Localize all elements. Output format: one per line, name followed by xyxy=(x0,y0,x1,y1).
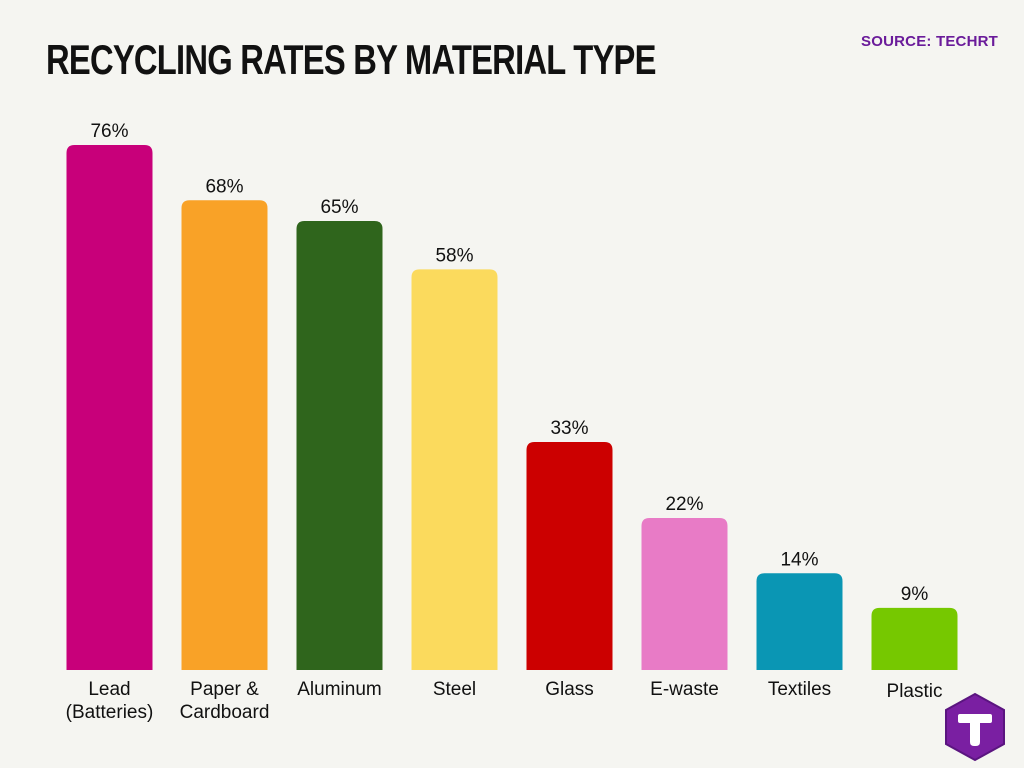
techrt-logo-icon xyxy=(945,692,1005,762)
data-label: 76% xyxy=(90,121,128,142)
bar xyxy=(526,442,613,670)
category-label: Cardboard xyxy=(180,702,270,723)
data-label: 33% xyxy=(550,418,588,439)
category-label: Steel xyxy=(433,679,476,700)
category-label: (Batteries) xyxy=(66,702,154,723)
category-label: Plastic xyxy=(887,681,943,702)
bar xyxy=(756,573,843,670)
data-label: 58% xyxy=(435,245,473,266)
category-label: Lead xyxy=(88,679,130,700)
bar xyxy=(296,220,383,670)
chart-title: RECYCLING RATES BY MATERIAL TYPE xyxy=(46,36,656,83)
bar xyxy=(641,518,728,670)
category-label: Paper & xyxy=(190,679,259,700)
bar xyxy=(181,200,268,670)
data-label: 14% xyxy=(780,549,818,570)
category-label: Glass xyxy=(545,679,594,700)
category-label: Textiles xyxy=(768,679,831,700)
category-label: E-waste xyxy=(650,679,719,700)
source-label: SOURCE: TECHRT xyxy=(861,33,998,50)
bar xyxy=(411,269,498,670)
bar xyxy=(66,145,153,670)
bar xyxy=(871,607,958,670)
data-label: 9% xyxy=(901,584,929,605)
data-label: 22% xyxy=(665,494,703,515)
data-label: 68% xyxy=(205,176,243,197)
category-label: Aluminum xyxy=(297,679,381,700)
data-label: 65% xyxy=(320,197,358,218)
